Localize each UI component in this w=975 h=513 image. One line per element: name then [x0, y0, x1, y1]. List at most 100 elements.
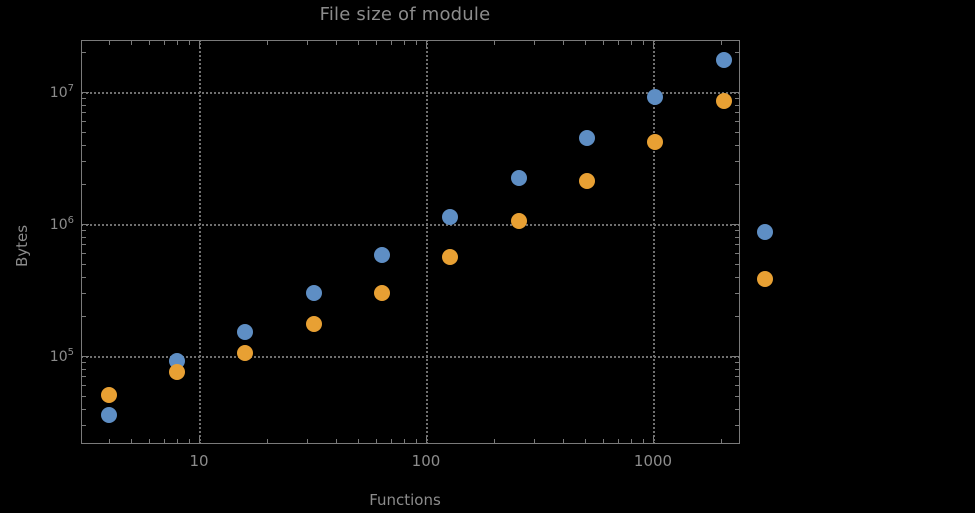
- data-point: [510, 169, 527, 186]
- tick-mark: [81, 293, 86, 295]
- tick-mark: [81, 253, 86, 255]
- tick-mark: [732, 356, 740, 357]
- tick-mark: [562, 40, 564, 45]
- tick-mark: [390, 439, 392, 444]
- plot-grid-layer: [81, 40, 740, 444]
- tick-mark: [735, 408, 740, 410]
- data-point: [715, 51, 732, 68]
- x-axis-label: Functions: [369, 491, 441, 509]
- tick-mark: [130, 40, 132, 45]
- tick-mark: [81, 276, 86, 278]
- tick-mark: [735, 121, 740, 123]
- tick-mark: [148, 439, 150, 444]
- tick-mark: [130, 439, 132, 444]
- tick-mark: [375, 40, 377, 45]
- tick-mark: [108, 439, 110, 444]
- tick-mark: [357, 40, 359, 45]
- tick-mark: [494, 40, 496, 45]
- tick-mark: [562, 439, 564, 444]
- data-point: [579, 173, 595, 190]
- x-gridline: [199, 40, 201, 444]
- tick-mark: [735, 161, 740, 163]
- tick-mark: [81, 161, 86, 163]
- x-tick-label: 10: [189, 452, 209, 470]
- tick-mark: [534, 40, 536, 45]
- tick-mark: [732, 224, 740, 225]
- tick-mark: [335, 40, 337, 45]
- y-tick-label: 106: [49, 215, 74, 233]
- tick-mark: [188, 439, 190, 444]
- y-gridline: [81, 356, 740, 358]
- tick-mark: [148, 40, 150, 45]
- tick-mark: [81, 362, 86, 364]
- data-point: [305, 285, 322, 302]
- data-point: [715, 93, 732, 110]
- data-point: [510, 212, 527, 229]
- tick-mark: [602, 40, 604, 45]
- tick-mark: [335, 439, 337, 444]
- tick-mark: [584, 439, 586, 444]
- tick-mark: [735, 52, 740, 54]
- data-point: [305, 315, 322, 332]
- tick-mark: [163, 40, 165, 45]
- tick-mark: [735, 263, 740, 265]
- tick-mark: [81, 356, 89, 357]
- tick-mark: [375, 439, 377, 444]
- tick-mark: [735, 104, 740, 106]
- tick-mark: [631, 40, 632, 45]
- data-point: [237, 344, 254, 361]
- tick-mark: [81, 184, 86, 186]
- tick-mark: [199, 40, 200, 48]
- tick-mark: [163, 439, 165, 444]
- tick-mark: [177, 439, 178, 444]
- tick-mark: [584, 40, 586, 45]
- data-point: [442, 208, 459, 225]
- tick-mark: [81, 376, 86, 378]
- data-point: [756, 271, 773, 288]
- x-tick-label: 100: [411, 452, 441, 470]
- tick-mark: [721, 439, 723, 444]
- tick-mark: [426, 40, 427, 48]
- data-point: [374, 247, 390, 264]
- data-point: [374, 285, 390, 302]
- tick-mark: [108, 40, 110, 45]
- tick-mark: [81, 236, 86, 238]
- tick-mark: [653, 40, 654, 48]
- tick-mark: [617, 439, 619, 444]
- tick-mark: [357, 439, 359, 444]
- tick-mark: [735, 131, 740, 133]
- tick-mark: [81, 230, 86, 232]
- chart-title: File size of module: [319, 4, 491, 25]
- tick-mark: [267, 40, 269, 45]
- tick-mark: [732, 92, 740, 93]
- tick-mark: [81, 316, 86, 318]
- tick-mark: [735, 385, 740, 387]
- tick-mark: [735, 276, 740, 278]
- tick-mark: [735, 362, 740, 364]
- tick-mark: [617, 40, 619, 45]
- tick-mark: [735, 244, 740, 246]
- tick-mark: [735, 376, 740, 378]
- x-gridline: [653, 40, 655, 444]
- tick-mark: [735, 98, 740, 100]
- data-point: [100, 406, 117, 423]
- tick-mark: [735, 395, 740, 397]
- tick-mark: [81, 224, 89, 225]
- tick-mark: [81, 131, 86, 133]
- tick-mark: [81, 52, 86, 54]
- tick-mark: [494, 439, 496, 444]
- x-tick-label: 1000: [633, 452, 673, 470]
- tick-mark: [81, 263, 86, 265]
- tick-mark: [735, 184, 740, 186]
- tick-mark: [642, 439, 644, 444]
- tick-mark: [307, 40, 309, 45]
- tick-mark: [735, 236, 740, 238]
- tick-mark: [735, 112, 740, 114]
- tick-mark: [735, 230, 740, 232]
- plot-frame: [81, 40, 740, 444]
- tick-mark: [735, 293, 740, 295]
- tick-mark: [390, 40, 392, 45]
- data-point: [579, 129, 595, 146]
- tick-mark: [631, 439, 632, 444]
